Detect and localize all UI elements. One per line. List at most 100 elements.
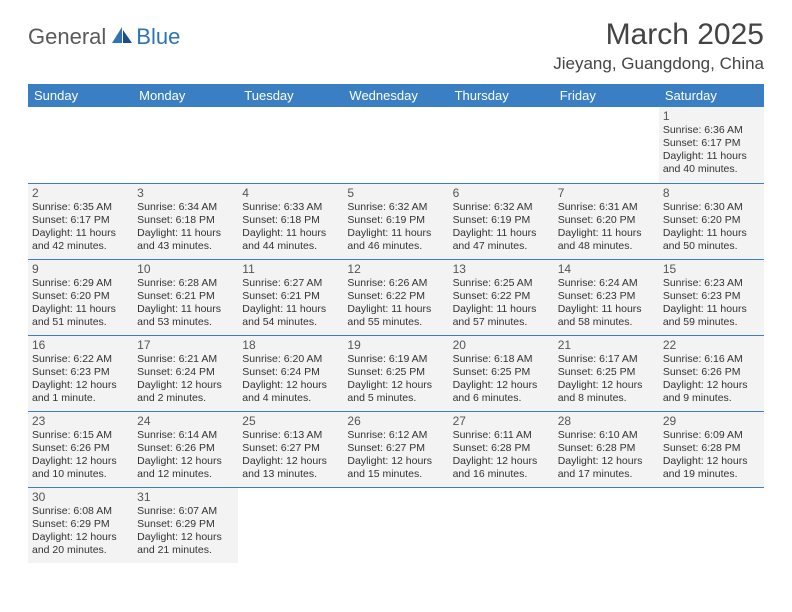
daylight-text: Daylight: 12 hours and 10 minutes. bbox=[32, 455, 129, 481]
calendar-day-cell: 28Sunrise: 6:10 AMSunset: 6:28 PMDayligh… bbox=[554, 411, 659, 487]
calendar-day-cell: 4Sunrise: 6:33 AMSunset: 6:18 PMDaylight… bbox=[238, 183, 343, 259]
calendar-day-cell: 5Sunrise: 6:32 AMSunset: 6:19 PMDaylight… bbox=[343, 183, 448, 259]
daylight-text: Daylight: 11 hours and 48 minutes. bbox=[558, 227, 655, 253]
sunset-text: Sunset: 6:28 PM bbox=[663, 442, 760, 455]
sunset-text: Sunset: 6:22 PM bbox=[453, 290, 550, 303]
day-info: Sunrise: 6:32 AMSunset: 6:19 PMDaylight:… bbox=[347, 201, 444, 254]
calendar-day-cell: 20Sunrise: 6:18 AMSunset: 6:25 PMDayligh… bbox=[449, 335, 554, 411]
day-info: Sunrise: 6:22 AMSunset: 6:23 PMDaylight:… bbox=[32, 353, 129, 406]
daylight-text: Daylight: 12 hours and 15 minutes. bbox=[347, 455, 444, 481]
day-info: Sunrise: 6:10 AMSunset: 6:28 PMDaylight:… bbox=[558, 429, 655, 482]
sunset-text: Sunset: 6:21 PM bbox=[242, 290, 339, 303]
daylight-text: Daylight: 12 hours and 12 minutes. bbox=[137, 455, 234, 481]
daylight-text: Daylight: 12 hours and 5 minutes. bbox=[347, 379, 444, 405]
day-number: 3 bbox=[137, 186, 234, 200]
sunrise-text: Sunrise: 6:28 AM bbox=[137, 277, 234, 290]
daylight-text: Daylight: 11 hours and 40 minutes. bbox=[663, 150, 760, 176]
day-info: Sunrise: 6:16 AMSunset: 6:26 PMDaylight:… bbox=[663, 353, 760, 406]
sunset-text: Sunset: 6:26 PM bbox=[663, 366, 760, 379]
day-number: 23 bbox=[32, 414, 129, 428]
sunrise-text: Sunrise: 6:07 AM bbox=[137, 505, 234, 518]
calendar-day-cell: 24Sunrise: 6:14 AMSunset: 6:26 PMDayligh… bbox=[133, 411, 238, 487]
calendar-day-cell: 9Sunrise: 6:29 AMSunset: 6:20 PMDaylight… bbox=[28, 259, 133, 335]
sunrise-text: Sunrise: 6:09 AM bbox=[663, 429, 760, 442]
daylight-text: Daylight: 12 hours and 20 minutes. bbox=[32, 531, 129, 557]
daylight-text: Daylight: 12 hours and 19 minutes. bbox=[663, 455, 760, 481]
day-number: 28 bbox=[558, 414, 655, 428]
sunset-text: Sunset: 6:24 PM bbox=[137, 366, 234, 379]
sunrise-text: Sunrise: 6:11 AM bbox=[453, 429, 550, 442]
day-number: 7 bbox=[558, 186, 655, 200]
sunrise-text: Sunrise: 6:33 AM bbox=[242, 201, 339, 214]
weekday-header: Saturday bbox=[659, 84, 764, 107]
day-number: 14 bbox=[558, 262, 655, 276]
sunrise-text: Sunrise: 6:27 AM bbox=[242, 277, 339, 290]
daylight-text: Daylight: 11 hours and 57 minutes. bbox=[453, 303, 550, 329]
calendar-day-cell: 14Sunrise: 6:24 AMSunset: 6:23 PMDayligh… bbox=[554, 259, 659, 335]
daylight-text: Daylight: 12 hours and 9 minutes. bbox=[663, 379, 760, 405]
sunrise-text: Sunrise: 6:36 AM bbox=[663, 124, 760, 137]
day-info: Sunrise: 6:18 AMSunset: 6:25 PMDaylight:… bbox=[453, 353, 550, 406]
sunrise-text: Sunrise: 6:19 AM bbox=[347, 353, 444, 366]
calendar-day-cell: 12Sunrise: 6:26 AMSunset: 6:22 PMDayligh… bbox=[343, 259, 448, 335]
day-info: Sunrise: 6:17 AMSunset: 6:25 PMDaylight:… bbox=[558, 353, 655, 406]
day-number: 24 bbox=[137, 414, 234, 428]
day-number: 19 bbox=[347, 338, 444, 352]
weekday-header: Thursday bbox=[449, 84, 554, 107]
day-info: Sunrise: 6:30 AMSunset: 6:20 PMDaylight:… bbox=[663, 201, 760, 254]
day-info: Sunrise: 6:09 AMSunset: 6:28 PMDaylight:… bbox=[663, 429, 760, 482]
day-number: 8 bbox=[663, 186, 760, 200]
calendar-day-cell: 31Sunrise: 6:07 AMSunset: 6:29 PMDayligh… bbox=[133, 487, 238, 563]
day-number: 6 bbox=[453, 186, 550, 200]
day-info: Sunrise: 6:36 AMSunset: 6:17 PMDaylight:… bbox=[663, 124, 760, 177]
sunset-text: Sunset: 6:23 PM bbox=[558, 290, 655, 303]
calendar-day-cell bbox=[449, 107, 554, 183]
day-number: 15 bbox=[663, 262, 760, 276]
calendar-day-cell bbox=[554, 107, 659, 183]
daylight-text: Daylight: 12 hours and 13 minutes. bbox=[242, 455, 339, 481]
day-number: 11 bbox=[242, 262, 339, 276]
sunrise-text: Sunrise: 6:17 AM bbox=[558, 353, 655, 366]
day-info: Sunrise: 6:21 AMSunset: 6:24 PMDaylight:… bbox=[137, 353, 234, 406]
calendar-day-cell: 26Sunrise: 6:12 AMSunset: 6:27 PMDayligh… bbox=[343, 411, 448, 487]
day-number: 31 bbox=[137, 490, 234, 504]
daylight-text: Daylight: 12 hours and 1 minute. bbox=[32, 379, 129, 405]
calendar-day-cell: 7Sunrise: 6:31 AMSunset: 6:20 PMDaylight… bbox=[554, 183, 659, 259]
logo-text-blue: Blue bbox=[136, 24, 180, 50]
calendar-day-cell: 17Sunrise: 6:21 AMSunset: 6:24 PMDayligh… bbox=[133, 335, 238, 411]
day-number: 29 bbox=[663, 414, 760, 428]
day-number: 20 bbox=[453, 338, 550, 352]
daylight-text: Daylight: 11 hours and 51 minutes. bbox=[32, 303, 129, 329]
calendar-day-cell: 11Sunrise: 6:27 AMSunset: 6:21 PMDayligh… bbox=[238, 259, 343, 335]
sunrise-text: Sunrise: 6:15 AM bbox=[32, 429, 129, 442]
day-number: 17 bbox=[137, 338, 234, 352]
day-info: Sunrise: 6:33 AMSunset: 6:18 PMDaylight:… bbox=[242, 201, 339, 254]
day-info: Sunrise: 6:12 AMSunset: 6:27 PMDaylight:… bbox=[347, 429, 444, 482]
calendar-week-row: 1Sunrise: 6:36 AMSunset: 6:17 PMDaylight… bbox=[28, 107, 764, 183]
sunset-text: Sunset: 6:18 PM bbox=[242, 214, 339, 227]
daylight-text: Daylight: 11 hours and 53 minutes. bbox=[137, 303, 234, 329]
calendar-day-cell bbox=[554, 487, 659, 563]
title-block: March 2025 Jieyang, Guangdong, China bbox=[553, 18, 764, 74]
sunset-text: Sunset: 6:20 PM bbox=[32, 290, 129, 303]
sunrise-text: Sunrise: 6:20 AM bbox=[242, 353, 339, 366]
calendar-day-cell: 10Sunrise: 6:28 AMSunset: 6:21 PMDayligh… bbox=[133, 259, 238, 335]
daylight-text: Daylight: 12 hours and 6 minutes. bbox=[453, 379, 550, 405]
daylight-text: Daylight: 12 hours and 21 minutes. bbox=[137, 531, 234, 557]
calendar-day-cell: 21Sunrise: 6:17 AMSunset: 6:25 PMDayligh… bbox=[554, 335, 659, 411]
weekday-header: Wednesday bbox=[343, 84, 448, 107]
sunset-text: Sunset: 6:19 PM bbox=[347, 214, 444, 227]
calendar-day-cell bbox=[659, 487, 764, 563]
calendar-day-cell bbox=[28, 107, 133, 183]
logo: General Blue bbox=[28, 24, 180, 50]
calendar-day-cell bbox=[238, 487, 343, 563]
sunset-text: Sunset: 6:22 PM bbox=[347, 290, 444, 303]
daylight-text: Daylight: 11 hours and 43 minutes. bbox=[137, 227, 234, 253]
calendar-day-cell: 25Sunrise: 6:13 AMSunset: 6:27 PMDayligh… bbox=[238, 411, 343, 487]
sunrise-text: Sunrise: 6:13 AM bbox=[242, 429, 339, 442]
calendar-week-row: 16Sunrise: 6:22 AMSunset: 6:23 PMDayligh… bbox=[28, 335, 764, 411]
day-number: 22 bbox=[663, 338, 760, 352]
day-number: 9 bbox=[32, 262, 129, 276]
weekday-header: Friday bbox=[554, 84, 659, 107]
sail-icon bbox=[110, 25, 134, 50]
